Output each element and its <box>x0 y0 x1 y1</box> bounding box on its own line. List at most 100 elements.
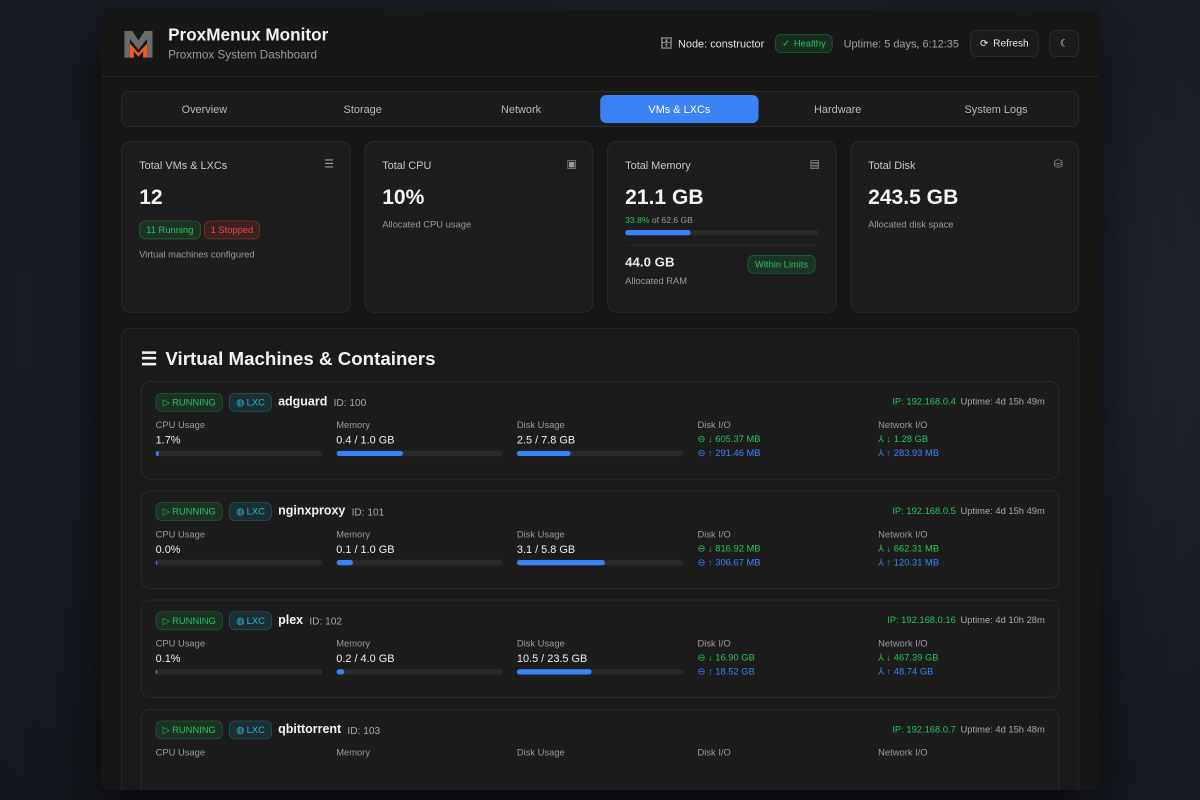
stat-value: 12 <box>139 185 163 209</box>
vm-name[interactable]: qbittorrent <box>278 722 342 737</box>
hard-drive-icon: ⊖ <box>697 433 706 445</box>
running-badge: ▷ RUNNING <box>155 611 223 631</box>
vm-uptime: Uptime: 4d 15h 48m <box>960 723 1045 735</box>
cpu-progress <box>155 559 323 566</box>
disk-read-value: ↓ 605.37 MB <box>707 433 761 445</box>
disk-read: ⊖ ↓ 16.90 GB <box>698 652 865 663</box>
stat-value: 21.1 GB <box>625 185 704 209</box>
stat-total-disk: Total Disk ⛁ 243.5 GB Allocated disk spa… <box>850 141 1080 313</box>
stat-sub: Allocated CPU usage <box>382 219 472 230</box>
tab-vms-lxcs[interactable]: VMs & LXCs <box>600 95 759 124</box>
vm-card[interactable]: ▷ RUNNING ◍ LXC nginxproxy ID: 101 IP: 192… <box>140 490 1060 589</box>
disk-io-label: Disk I/O <box>697 637 731 649</box>
container-icon: ◍ <box>236 396 245 408</box>
tab-storage[interactable]: Storage <box>343 102 382 116</box>
memory-total: of 62.6 GB <box>649 215 693 226</box>
network-icon: ⅄ <box>878 433 884 445</box>
stat-sub: Virtual machines configured <box>139 248 255 260</box>
refresh-label: Refresh <box>993 37 1029 49</box>
disk-write: ⊖ ↑ 18.52 GB <box>698 666 865 677</box>
type-label: LXC <box>246 396 265 408</box>
server-icon: 🗄 <box>659 36 674 49</box>
memory-usage-text: 33.8% of 62.6 GB <box>625 216 818 225</box>
tab-hardware[interactable]: Hardware <box>814 102 862 116</box>
progress-fill <box>336 669 345 675</box>
tab-system-logs[interactable]: System Logs <box>964 102 1028 116</box>
vm-card[interactable]: ▷ RUNNING ◍ LXC plex ID: 102 IP: 192.168.0… <box>140 599 1060 698</box>
allocated-ram-value: 44.0 GB <box>625 254 675 270</box>
memory-progress <box>625 229 819 236</box>
tab-overview[interactable]: Overview <box>181 102 228 116</box>
vm-ip: IP: 192.168.0.5 <box>892 505 956 517</box>
memory-label: Memory <box>336 528 371 540</box>
running-badge: ▷ RUNNING <box>155 720 223 740</box>
type-badge: ◍ LXC <box>229 611 272 631</box>
disk-read-value: ↓ 816.92 MB <box>707 542 761 554</box>
progress-fill <box>336 559 353 566</box>
vm-ip: IP: 192.168.0.4 <box>892 396 956 408</box>
net-in: ⅄ ↓ 1.28 GB <box>878 434 1045 445</box>
stat-value: 243.5 GB <box>868 185 959 209</box>
type-label: LXC <box>246 506 265 517</box>
refresh-icon: ⟳ <box>979 36 989 49</box>
running-badge: ▷ RUNNING <box>155 392 223 412</box>
play-icon: ▷ <box>162 396 170 408</box>
progress-fill <box>516 450 571 457</box>
stat-total-vms: Total VMs & LXCs ☰ 12 11 Running 1 Stoppe… <box>121 141 351 313</box>
net-in: ⅄ ↓ 662.31 MB <box>878 543 1045 554</box>
running-badge: 11 Running <box>139 220 201 240</box>
mem-progress <box>336 559 503 566</box>
vm-name[interactable]: plex <box>278 613 304 627</box>
vm-name[interactable]: nginxproxy <box>278 504 346 518</box>
vm-id: ID: 101 <box>351 505 385 518</box>
net-out-value: ↑ 283.93 MB <box>886 447 940 459</box>
disk-value: 2.5 / 7.8 GB <box>516 433 576 447</box>
disk-io-label: Disk I/O <box>697 419 731 431</box>
disk-write: ⊖ ↑ 291.46 MB <box>698 448 865 459</box>
disk-label: Disk Usage <box>516 637 565 649</box>
network-icon: ⅄ <box>878 665 884 677</box>
network-icon: ⅄ <box>878 556 884 568</box>
running-badge: ▷ RUNNING <box>155 502 223 521</box>
stopped-badge: 1 Stopped <box>203 220 261 240</box>
health-badge: ✓ Healthy <box>775 33 833 53</box>
server-icon: ☰ <box>324 157 334 170</box>
net-out: ⅄ ↑ 48.74 GB <box>878 666 1045 677</box>
disk-read: ⊖ ↓ 605.37 MB <box>698 434 865 445</box>
net-out: ⅄ ↑ 120.31 MB <box>878 557 1045 568</box>
status-label: RUNNING <box>172 506 216 517</box>
vm-name[interactable]: adguard <box>278 395 328 409</box>
refresh-button[interactable]: ⟳ Refresh <box>969 29 1039 57</box>
theme-toggle-button[interactable]: ☾ <box>1049 29 1080 57</box>
vm-id: ID: 103 <box>347 724 381 736</box>
cpu-label: CPU Usage <box>155 419 206 431</box>
node-name: Node: constructor <box>678 36 765 50</box>
app-subtitle: Proxmox System Dashboard <box>168 48 317 62</box>
net-out: ⅄ ↑ 283.93 MB <box>878 448 1045 459</box>
cpu-progress <box>155 669 323 675</box>
memory-value: 0.2 / 4.0 GB <box>336 651 395 665</box>
tab-network[interactable]: Network <box>500 102 542 116</box>
disk-write: ⊖ ↑ 306.67 MB <box>698 557 865 568</box>
system-uptime: Uptime: 5 days, 6:12:35 <box>843 36 959 50</box>
disk-label: Disk Usage <box>516 747 565 759</box>
hard-drive-icon: ⊖ <box>697 651 706 663</box>
server-icon: ☰ <box>140 348 158 370</box>
vm-card[interactable]: ▷ RUNNING ◍ LXC qbittorrent ID: 103 IP: 19… <box>140 708 1060 790</box>
vm-ip: IP: 192.168.0.7 <box>892 723 956 735</box>
progress-fill <box>336 450 403 457</box>
cpu-progress <box>155 450 323 457</box>
network-io-label: Network I/O <box>878 528 928 540</box>
container-icon: ◍ <box>236 506 245 517</box>
section-title: Virtual Machines & Containers <box>165 348 436 370</box>
status-label: RUNNING <box>172 724 216 736</box>
network-icon: ⅄ <box>878 542 884 554</box>
memory-value: 0.4 / 1.0 GB <box>336 433 395 447</box>
net-in-value: ↓ 1.28 GB <box>886 433 929 445</box>
memory-value: 0.1 / 1.0 GB <box>336 542 395 556</box>
proxmenux-logo <box>124 30 153 58</box>
vm-id: ID: 102 <box>309 614 343 627</box>
play-icon: ▷ <box>162 724 170 736</box>
vm-card[interactable]: ▷ RUNNING ◍ LXC adguard ID: 100 IP: 192.16… <box>140 381 1060 480</box>
stat-total-cpu: Total CPU ▣ 10% Allocated CPU usage <box>364 141 594 313</box>
